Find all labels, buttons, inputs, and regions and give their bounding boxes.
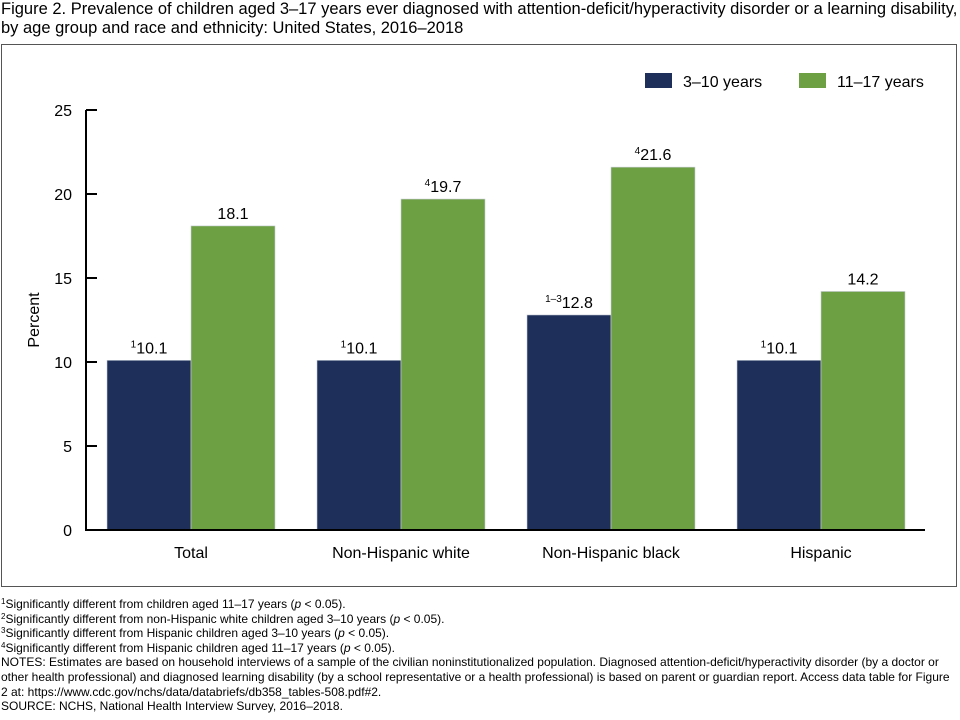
bars	[106, 166, 906, 531]
y-axis-label: Percent	[26, 292, 43, 348]
y-axis: 0 5 10 15 20 25	[54, 103, 97, 540]
bar-label-value: 10.1	[766, 340, 797, 357]
bar	[190, 225, 276, 531]
x-tick-label: Hispanic	[790, 545, 851, 562]
bar-value-label: 110.1	[131, 339, 168, 357]
bar	[610, 166, 696, 531]
y-tick-label: 10	[54, 355, 72, 372]
bar-label-value: 19.7	[430, 179, 461, 196]
bar-label-value: 10.1	[346, 340, 377, 357]
footnote-1: 1Significantly different from children a…	[1, 597, 346, 611]
x-tick-label: Non-Hispanic black	[542, 545, 681, 562]
bar-label-value: 21.6	[640, 147, 671, 164]
bar-value-label: 419.7	[425, 178, 462, 196]
bar-label-superscript: 4	[635, 146, 641, 157]
bar-value-label: 1–312.8	[545, 294, 593, 312]
bar-value-label: 421.6	[635, 146, 672, 164]
footnotes: 1Significantly different from children a…	[1, 597, 959, 714]
bar	[316, 360, 402, 531]
bar	[400, 198, 486, 531]
bar-label-value: 10.1	[136, 340, 167, 357]
bar	[526, 314, 612, 531]
bar-label-superscript: 1	[131, 339, 137, 350]
legend: 3–10 years 11–17 years	[645, 73, 924, 91]
chart-frame	[1, 44, 957, 587]
x-axis: Total Non-Hispanic white Non-Hispanic blac…	[85, 529, 925, 562]
footnote-3: 3Significantly different from Hispanic c…	[1, 626, 390, 641]
x-tick-label: Non-Hispanic white	[332, 545, 470, 562]
y-tick-label: 20	[54, 187, 72, 204]
y-tick-label: 25	[54, 103, 72, 120]
bar-label-superscript: 1	[761, 339, 767, 350]
legend-swatch	[645, 73, 672, 88]
x-tick-label: Total	[174, 545, 208, 562]
bar-value-label: 110.1	[761, 339, 798, 357]
legend-swatch	[799, 73, 826, 88]
bar-label-value: 12.8	[562, 295, 593, 312]
bar-value-label: 18.1	[217, 206, 248, 223]
bar-label-superscript: 4	[425, 178, 431, 189]
source: SOURCE: NCHS, National Health Interview …	[1, 699, 343, 714]
bar	[820, 291, 906, 531]
bar-label-superscript: 1	[341, 339, 347, 350]
footnote-2: 2Significantly different from non-Hispan…	[1, 611, 445, 626]
bar-label-superscript: 1–3	[545, 294, 562, 305]
bar-value-label: 110.1	[341, 339, 378, 357]
notes: NOTES: Estimates are based on household …	[1, 655, 950, 699]
legend-label: 11–17 years	[837, 74, 924, 91]
bar	[736, 360, 822, 531]
y-tick-label: 15	[54, 271, 72, 288]
bar	[106, 360, 192, 531]
figure-title: Figure 2. Prevalence of children aged 3–…	[1, 0, 958, 37]
y-tick-label: 0	[63, 523, 72, 540]
y-tick-label: 5	[63, 439, 72, 456]
footnote-4: 4Significantly different from Hispanic c…	[1, 640, 395, 655]
bar-value-label: 14.2	[847, 271, 878, 288]
legend-label: 3–10 years	[683, 74, 762, 91]
